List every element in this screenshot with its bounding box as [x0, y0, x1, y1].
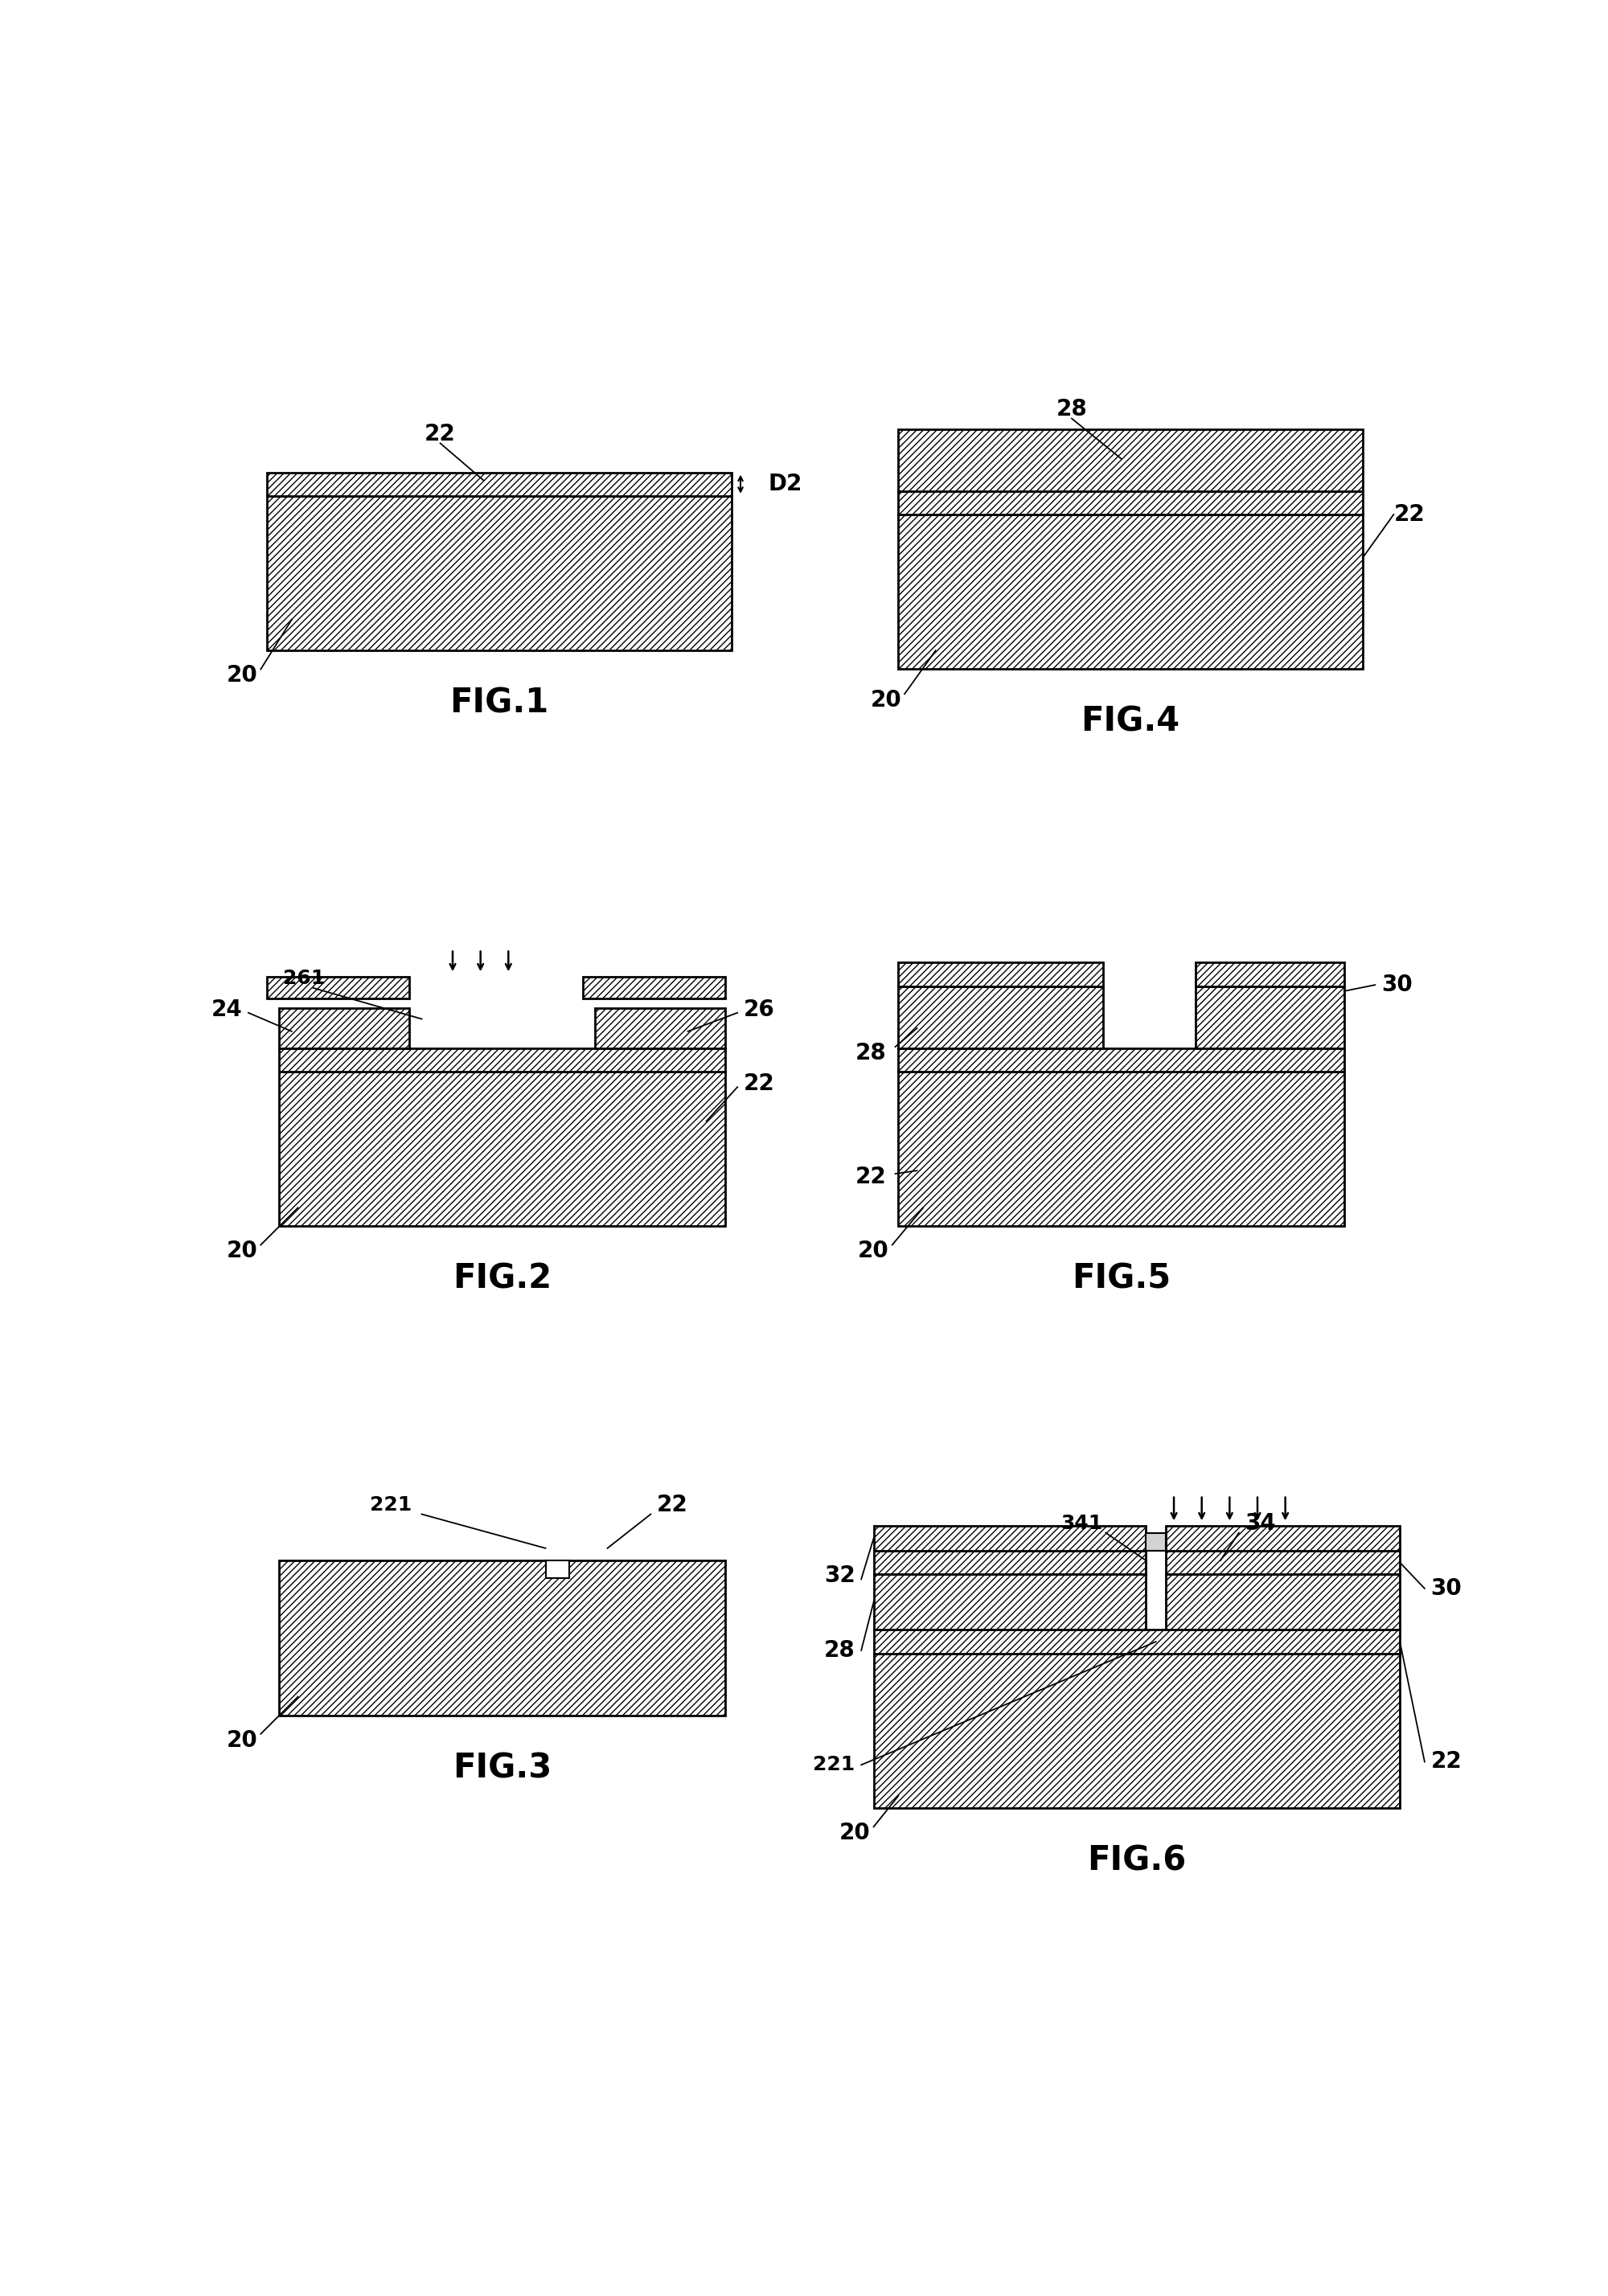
Bar: [1166, 1550, 1401, 1575]
Text: FIG.6: FIG.6: [1087, 1844, 1187, 1878]
Bar: [267, 473, 732, 496]
Bar: [899, 429, 1362, 491]
Bar: [873, 1653, 1401, 1809]
Bar: [267, 496, 732, 650]
Text: 221: 221: [814, 1754, 855, 1775]
Bar: [873, 1575, 1147, 1630]
Text: 20: 20: [227, 1729, 257, 1752]
Bar: [1196, 987, 1344, 1047]
Text: 28: 28: [823, 1639, 855, 1662]
Text: 221: 221: [370, 1495, 412, 1515]
Bar: [873, 1550, 1147, 1575]
Text: FIG.5: FIG.5: [1073, 1263, 1171, 1295]
Text: 32: 32: [823, 1566, 855, 1587]
Text: FIG.4: FIG.4: [1081, 705, 1180, 739]
Bar: [899, 1047, 1344, 1072]
Text: 30: 30: [1381, 974, 1412, 996]
Text: 341: 341: [1061, 1513, 1103, 1534]
Bar: [1166, 1527, 1401, 1550]
Text: 24: 24: [211, 999, 243, 1022]
Bar: [899, 962, 1103, 987]
Text: 22: 22: [855, 1166, 886, 1187]
Text: 22: 22: [425, 422, 455, 445]
Text: 22: 22: [658, 1495, 688, 1515]
Text: 22: 22: [1394, 503, 1425, 526]
Bar: [899, 1072, 1344, 1226]
Text: 20: 20: [839, 1821, 870, 1844]
Bar: [267, 976, 410, 999]
Text: 22: 22: [743, 1072, 775, 1095]
Bar: [899, 514, 1362, 668]
Text: FIG.3: FIG.3: [452, 1752, 552, 1784]
Text: FIG.1: FIG.1: [450, 687, 548, 721]
Bar: [280, 1072, 725, 1226]
Text: 26: 26: [743, 999, 775, 1022]
Text: D2: D2: [769, 473, 802, 496]
Text: 34: 34: [1245, 1513, 1277, 1534]
Bar: [595, 1008, 725, 1047]
Text: 22: 22: [1431, 1750, 1462, 1773]
Bar: [1196, 962, 1344, 987]
Text: 28: 28: [855, 1042, 886, 1065]
Bar: [1166, 1575, 1401, 1630]
Text: 30: 30: [1431, 1577, 1462, 1600]
Bar: [873, 1630, 1401, 1653]
Bar: [582, 976, 725, 999]
Text: 20: 20: [227, 664, 257, 687]
Text: 20: 20: [227, 1240, 257, 1263]
Bar: [899, 491, 1362, 514]
Bar: [545, 1561, 569, 1577]
Bar: [280, 1561, 725, 1715]
Bar: [873, 1527, 1147, 1550]
Text: 20: 20: [870, 689, 902, 712]
Bar: [1147, 1534, 1166, 1550]
Text: 28: 28: [1056, 397, 1087, 420]
Text: 20: 20: [859, 1240, 889, 1263]
Text: FIG.2: FIG.2: [453, 1263, 552, 1295]
Bar: [280, 1047, 725, 1072]
Bar: [280, 1008, 410, 1047]
Bar: [899, 987, 1103, 1047]
Text: 261: 261: [283, 969, 325, 987]
